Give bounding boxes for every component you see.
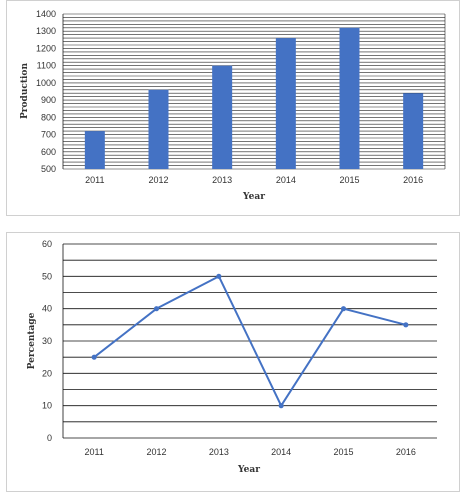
bar-chart-y-tick-label: 800	[41, 112, 56, 122]
line-chart-y-tick-label: 30	[42, 336, 52, 346]
bar-chart-x-tick-label: 2016	[403, 175, 423, 185]
line-chart-x-tick-label: 2015	[333, 447, 353, 457]
bar-chart-y-tick-label: 700	[41, 130, 56, 140]
line-chart-y-axis-title: Percentage	[27, 312, 37, 369]
line-point-2016	[403, 322, 409, 328]
line-point-2011	[91, 354, 97, 360]
line-point-2014	[278, 403, 284, 409]
bar-2016	[403, 93, 424, 169]
line-chart-x-tick-label: 2012	[146, 447, 166, 457]
bar-2011	[84, 131, 105, 169]
line-chart-y-tick-label: 60	[42, 239, 52, 249]
line-chart-y-tick-label: 50	[42, 271, 52, 281]
bar-chart-y-tick-label: 500	[41, 164, 56, 174]
bar-chart-y-tick-label: 1200	[36, 43, 56, 53]
line-chart-x-tick-label: 2013	[209, 447, 229, 457]
bar-chart-x-tick-label: 2013	[212, 175, 232, 185]
bar-chart-x-tick-label: 2014	[276, 175, 296, 185]
line-chart-y-tick-label: 0	[47, 433, 52, 443]
line-chart-y-tick-label: 10	[42, 401, 52, 411]
bar-chart-y-tick-label: 1300	[36, 26, 56, 36]
line-point-2013	[216, 273, 222, 279]
production-chart-panel	[6, 0, 460, 216]
line-series	[93, 275, 407, 407]
bar-2014	[275, 38, 296, 169]
bar-2015	[339, 27, 360, 170]
line-point-2015	[340, 306, 347, 312]
bar-chart-y-tick-label: 1100	[37, 61, 56, 71]
bar-chart-x-axis-title: Year	[242, 192, 265, 202]
line-point-2012	[153, 306, 160, 312]
bar-chart-x-tick-label: 2012	[148, 175, 168, 185]
bar-chart-y-axis-title: Production	[20, 63, 30, 119]
bar-2012	[148, 89, 169, 169]
bar-chart-y-tick-label: 1400	[36, 9, 56, 19]
percentage-chart-panel	[6, 232, 460, 492]
production-bar-chart: Year Production 500 600 700 800 900 1000 1100 1…	[20, 9, 446, 202]
line-chart-x-axis-title: Year	[237, 465, 260, 475]
line-chart-x-tick-label: 2016	[396, 447, 416, 457]
line-chart-y-tick-label: 40	[42, 304, 52, 314]
bar-chart-y-tick-label: 600	[41, 147, 56, 157]
bar-chart-x-tick-label: 2011	[85, 175, 104, 185]
bar-chart-y-tick-label: 900	[41, 95, 56, 105]
bar-chart-x-tick-label: 2015	[339, 175, 359, 185]
line-chart-x-tick-label: 2014	[271, 447, 291, 457]
bar-2013	[212, 65, 233, 169]
bar-chart-y-tick-label: 1000	[36, 78, 56, 88]
line-chart-y-tick-label: 20	[42, 368, 52, 378]
line-chart-x-tick-label: 2011	[84, 447, 103, 457]
